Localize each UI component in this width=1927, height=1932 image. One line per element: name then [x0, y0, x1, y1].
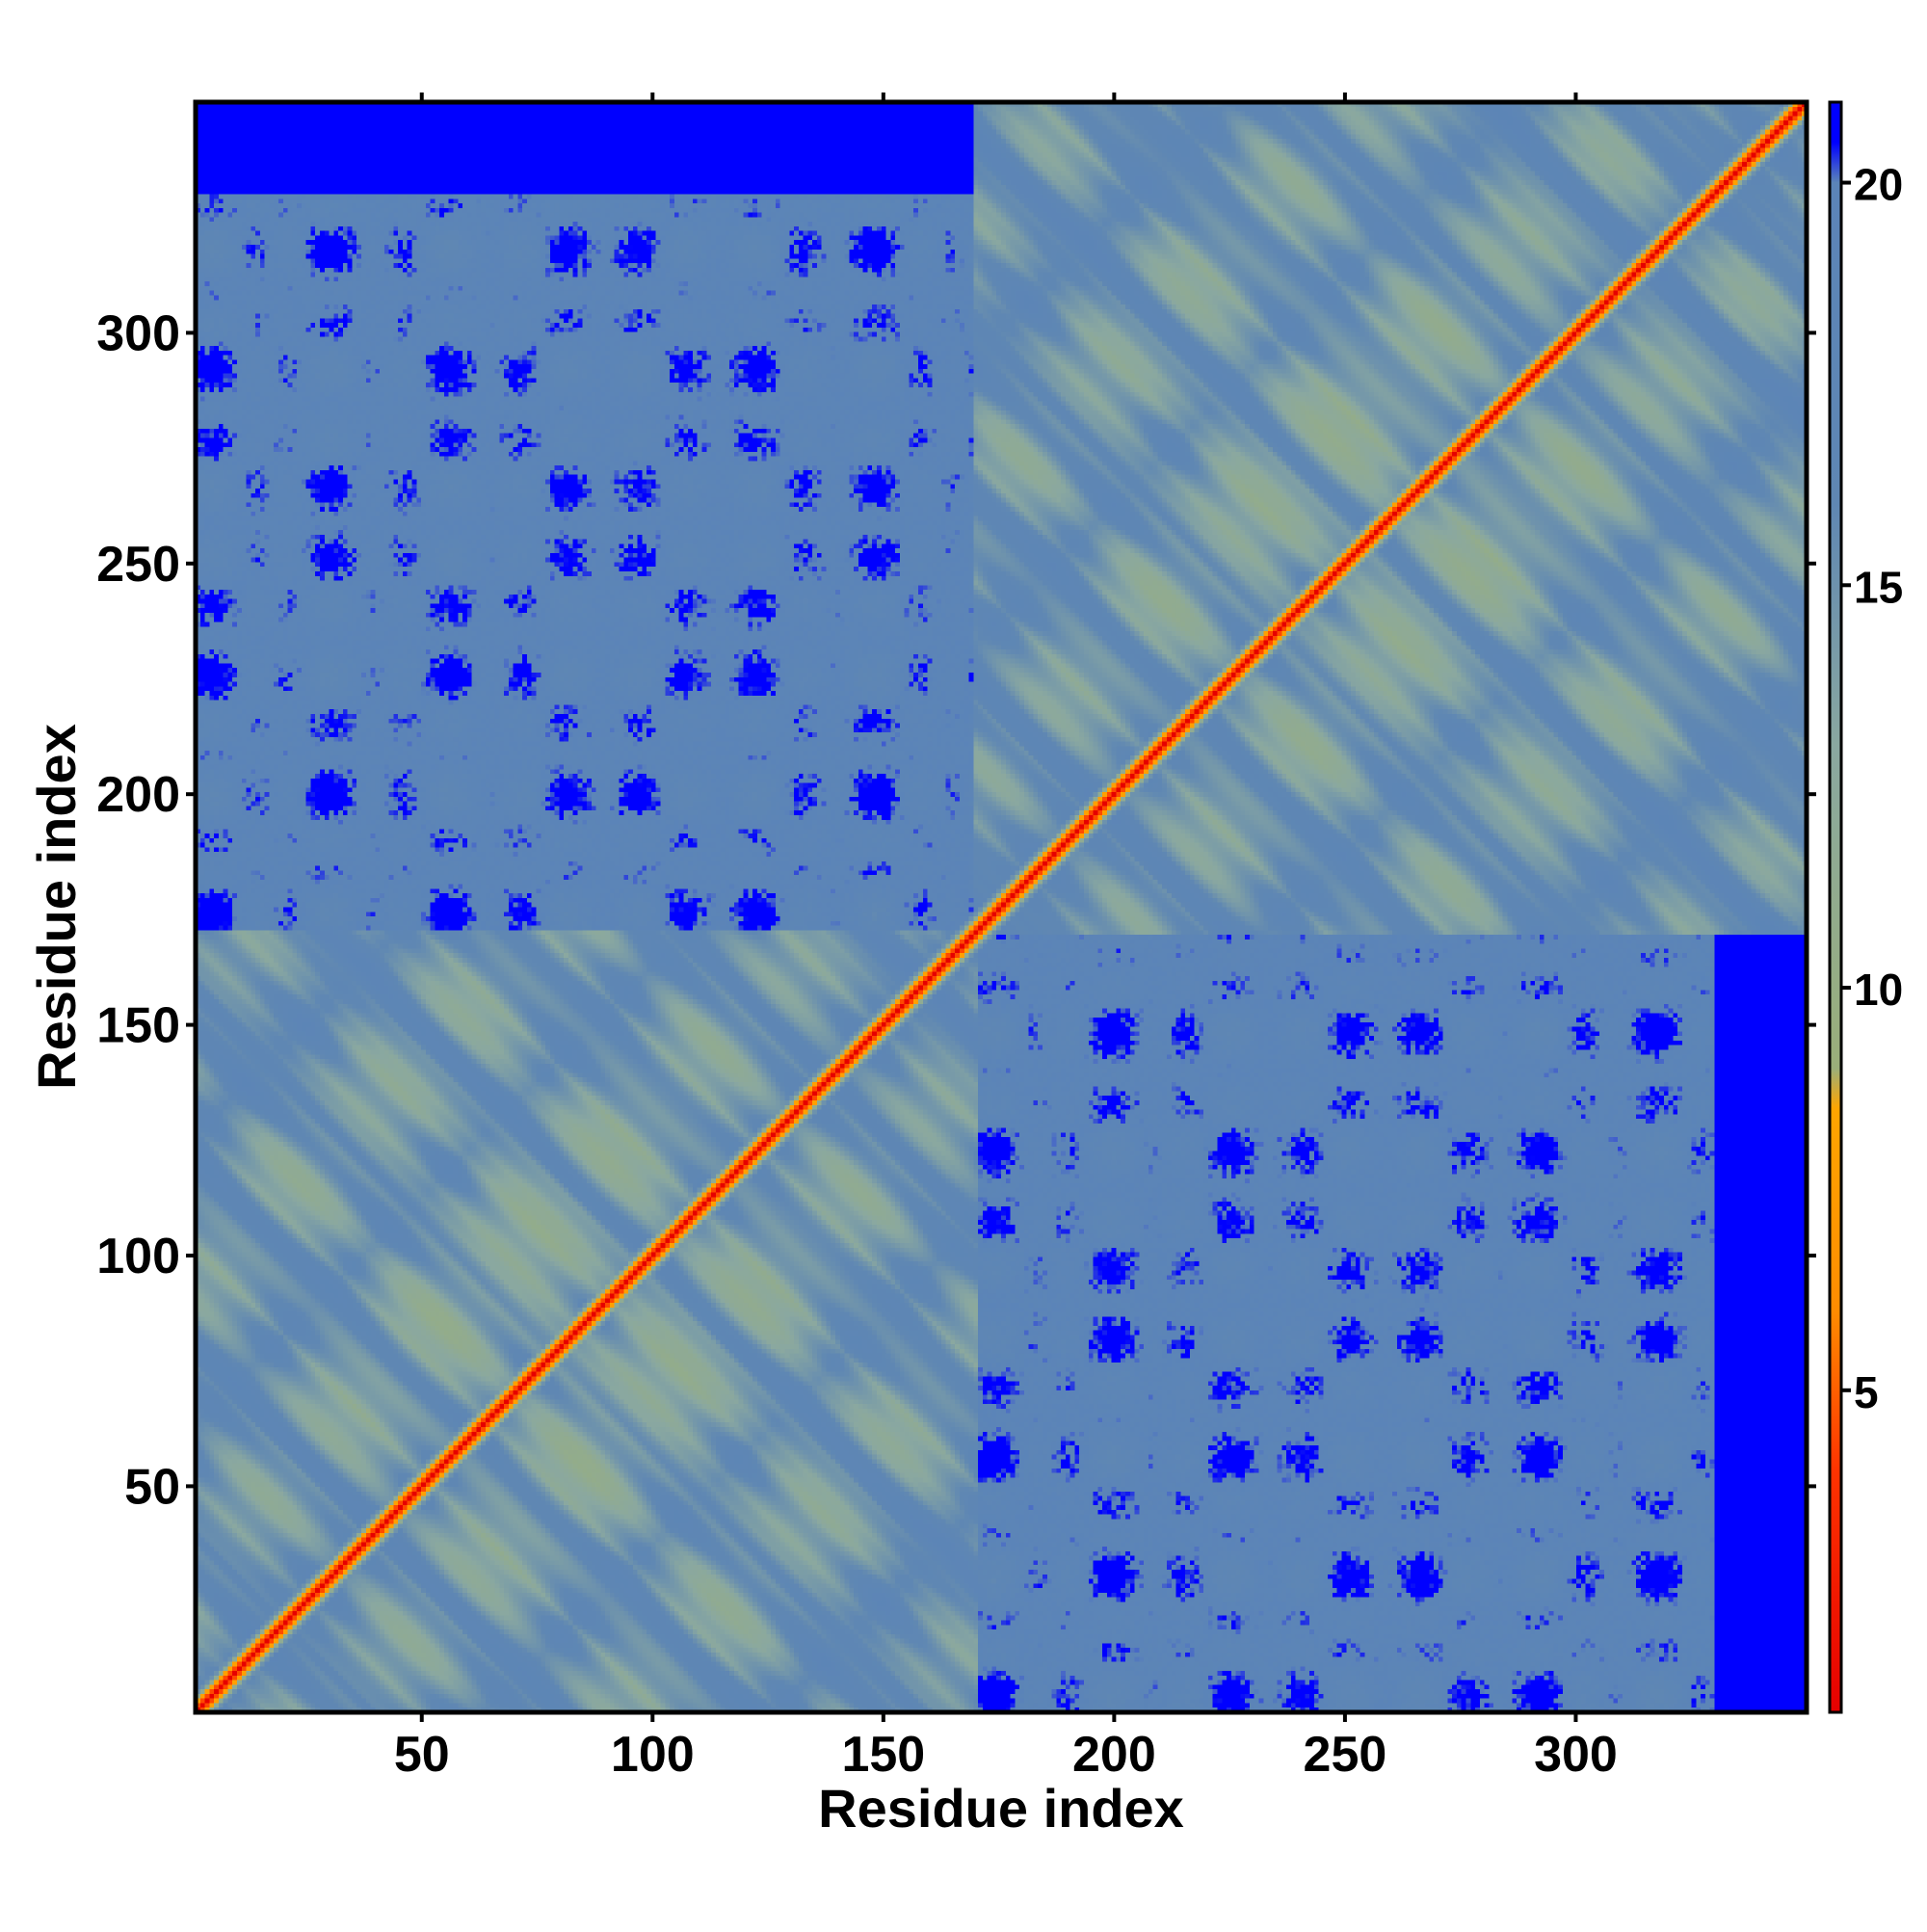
x-tick-label: 150 — [841, 1727, 925, 1783]
plot-frame — [193, 99, 1809, 1715]
y-tick-label: 300 — [96, 305, 180, 361]
colorbar-tick-label: 20 — [1854, 160, 1903, 210]
x-tick-label: 250 — [1304, 1727, 1387, 1783]
heatmap-image — [196, 102, 1807, 1712]
x-tick-label: 300 — [1534, 1727, 1618, 1783]
x-axis-label: Residue index — [818, 1778, 1184, 1839]
y-axis: 50 100 150 200 250 300 — [96, 305, 1816, 1515]
colorbar-tick-label: 5 — [1854, 1367, 1879, 1417]
colorbar-ticks: 5 10 15 20 — [1841, 160, 1903, 1417]
x-tick-label: 100 — [611, 1727, 695, 1783]
y-tick-label: 50 — [124, 1459, 180, 1515]
colorbar-gradient — [1830, 102, 1841, 1712]
y-tick-label: 150 — [96, 998, 180, 1054]
colorbar-frame — [1828, 100, 1843, 1714]
colorbar-tick-label: 10 — [1854, 965, 1903, 1015]
x-tick-label: 50 — [394, 1727, 450, 1783]
y-tick-label: 250 — [96, 537, 180, 593]
x-tick-label: 200 — [1072, 1727, 1156, 1783]
colorbar: 5 10 15 20 — [1828, 100, 1903, 1714]
y-tick-label: 200 — [96, 767, 180, 823]
colorbar-tick-label: 15 — [1854, 562, 1903, 612]
plot-area: 50 100 150 200 250 300 50 100 150 200 250 300 Resi… — [26, 93, 1816, 1839]
x-axis: 50 100 150 200 250 300 — [394, 93, 1618, 1783]
y-tick-label: 100 — [96, 1229, 180, 1284]
y-axis-label: Residue index — [26, 724, 87, 1090]
